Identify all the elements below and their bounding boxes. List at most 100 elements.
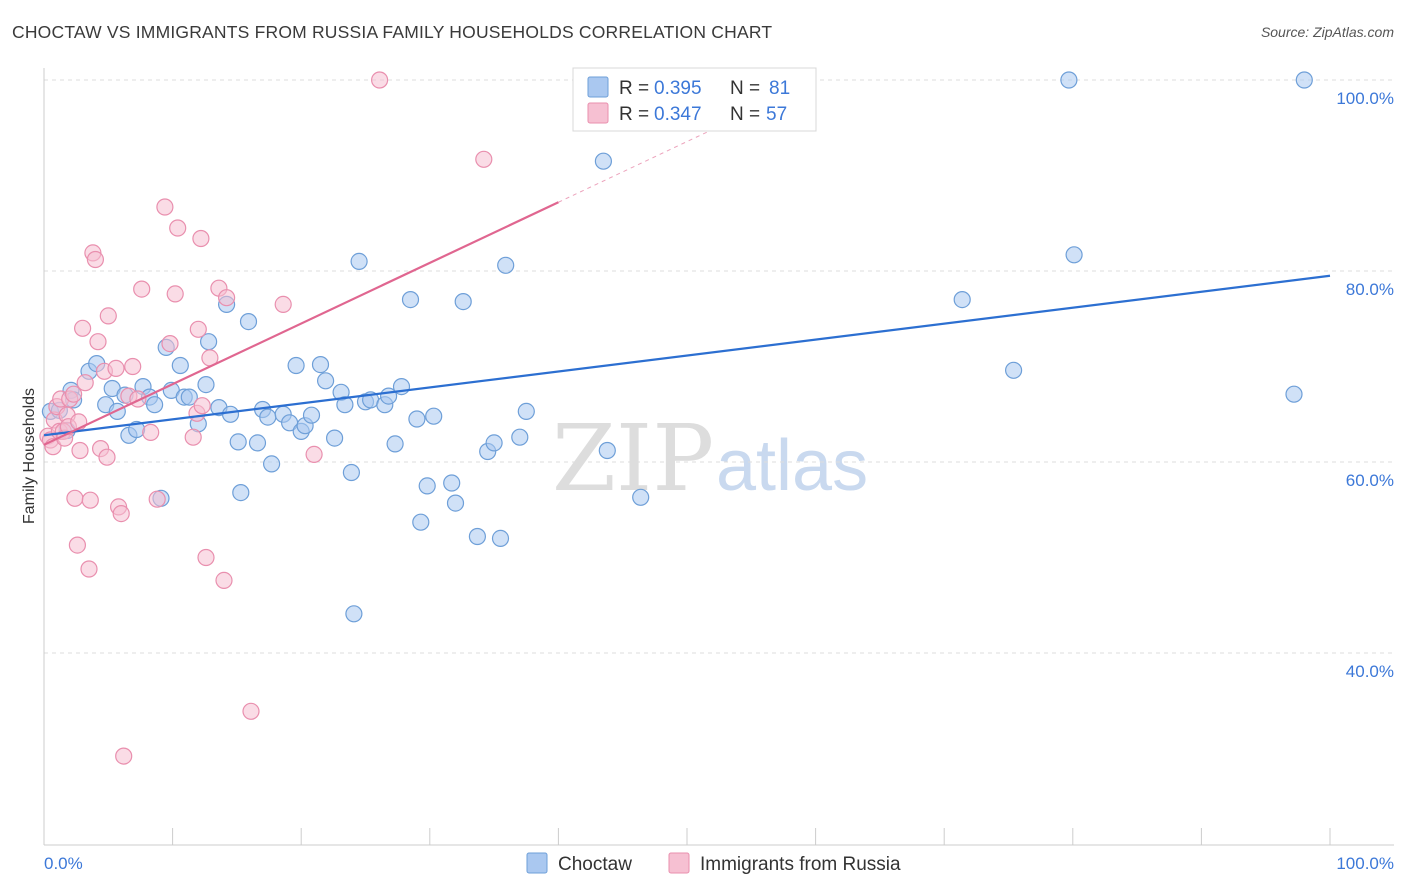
choctaw-point: [443, 474, 461, 492]
choctaw-point: [221, 405, 240, 423]
x-tick-label-min: 0.0%: [44, 854, 83, 873]
choctaw-point: [511, 428, 529, 446]
russia-point: [475, 150, 493, 168]
legend-n-value-russia: 57: [766, 104, 787, 125]
russia-point: [274, 295, 292, 313]
russia-point: [68, 536, 87, 554]
choctaw-point: [197, 376, 215, 394]
choctaw-point: [342, 463, 360, 482]
russia-point: [169, 219, 187, 237]
russia-point: [107, 359, 125, 377]
series-legend: Choctaw Immigrants from Russia: [526, 852, 901, 875]
watermark: ZIP atlas: [552, 405, 868, 512]
choctaw-point: [229, 433, 247, 451]
y-tick-label: 40.0%: [1346, 662, 1394, 681]
legend-r-label-russia: R =: [619, 104, 654, 125]
y-tick-label: 60.0%: [1346, 471, 1394, 490]
russia-point: [76, 374, 94, 392]
choctaw-point: [232, 484, 250, 502]
russia-point: [86, 250, 105, 269]
choctaw-point: [468, 527, 486, 546]
choctaw-point: [317, 372, 335, 390]
russia-point: [161, 335, 179, 353]
bottom-legend-label-choctaw: Choctaw: [558, 854, 632, 875]
axes: [43, 68, 1394, 846]
russia-point: [64, 385, 83, 403]
russia-point: [192, 229, 210, 248]
bottom-legend-swatch-choctaw: [526, 852, 548, 874]
choctaw-point: [632, 488, 650, 506]
legend-n-label-choctaw: N =: [730, 78, 765, 99]
russia-point: [89, 333, 107, 351]
russia-point: [124, 357, 142, 376]
choctaw-point: [598, 441, 616, 460]
choctaw-point: [446, 494, 465, 512]
choctaw-point: [412, 513, 430, 531]
choctaw-point: [454, 293, 472, 311]
russia-point: [71, 441, 89, 460]
choctaw-point: [386, 435, 404, 453]
trend-line-russia: [43, 201, 559, 446]
choctaw-point: [517, 402, 535, 420]
series-russia-points: [39, 71, 493, 765]
choctaw-point: [594, 152, 613, 170]
russia-point: [148, 490, 166, 508]
russia-point: [305, 445, 323, 463]
y-tick-label: 80.0%: [1346, 280, 1394, 299]
choctaw-point: [302, 406, 321, 424]
legend-n-label-russia: N =: [730, 104, 765, 125]
legend-r-value-russia: 0.347: [654, 104, 702, 125]
choctaw-point: [1065, 246, 1083, 264]
series-choctaw-points: [41, 71, 1313, 623]
watermark-atlas: atlas: [716, 426, 868, 506]
gridlines: [44, 79, 1394, 654]
russia-point: [115, 747, 133, 765]
legend-r-value-choctaw: 0.395: [654, 78, 702, 99]
choctaw-point: [171, 356, 189, 375]
choctaw-point: [345, 605, 363, 623]
y-tick-label: 100.0%: [1336, 89, 1394, 108]
choctaw-point: [1060, 71, 1078, 89]
source-credit: Source: ZipAtlas.com: [1260, 24, 1394, 40]
russia-point: [371, 71, 389, 89]
trend-lines: [43, 98, 1331, 446]
choctaw-point: [146, 396, 164, 414]
bottom-legend-swatch-russia: [668, 852, 690, 874]
chart-title: CHOCTAW VS IMMIGRANTS FROM RUSSIA FAMILY…: [12, 22, 773, 42]
russia-point: [184, 428, 202, 446]
russia-point: [73, 319, 92, 337]
stats-legend: R = 0.395 N = 81 R = 0.347 N = 57: [572, 67, 817, 132]
choctaw-point: [425, 407, 443, 425]
stats-legend-box: [572, 67, 817, 132]
legend-r-label-choctaw: R =: [619, 78, 654, 99]
choctaw-point: [311, 356, 330, 374]
russia-point: [193, 397, 211, 415]
choctaw-point: [350, 252, 368, 270]
russia-point: [215, 571, 233, 590]
russia-point: [80, 560, 98, 578]
russia-point: [197, 548, 215, 567]
choctaw-point: [263, 455, 281, 473]
russia-point: [242, 702, 260, 720]
legend-swatch-russia: [587, 102, 609, 124]
choctaw-point: [485, 434, 503, 452]
choctaw-point: [491, 529, 510, 548]
choctaw-point: [418, 477, 436, 495]
choctaw-point: [401, 291, 420, 309]
y-axis-label: Family Households: [21, 388, 38, 524]
legend-swatch-choctaw: [587, 76, 609, 98]
russia-point: [142, 423, 160, 441]
choctaw-point: [953, 291, 971, 309]
bottom-legend-label-russia: Immigrants from Russia: [700, 854, 901, 875]
y-tick-labels: 40.0% 60.0% 80.0% 100.0%: [1336, 89, 1394, 681]
russia-point: [66, 489, 84, 507]
russia-point: [189, 320, 207, 338]
x-ticks: [43, 828, 1331, 845]
legend-n-value-choctaw: 81: [769, 78, 790, 99]
choctaw-point: [1295, 71, 1313, 89]
russia-point: [98, 448, 116, 466]
choctaw-point: [287, 356, 305, 375]
russia-point: [133, 280, 151, 298]
russia-point: [166, 285, 184, 303]
